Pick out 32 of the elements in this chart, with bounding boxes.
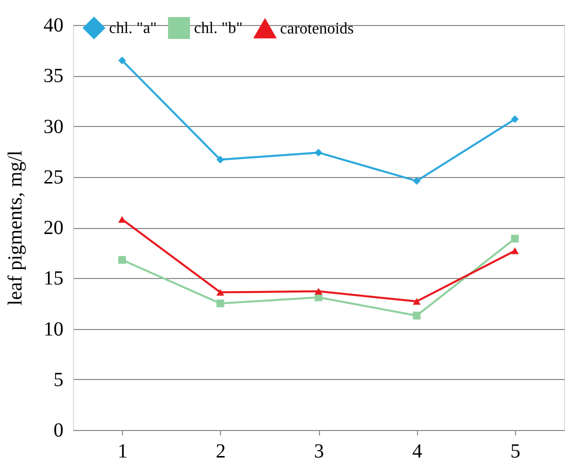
x-tick-label: 1: [118, 440, 128, 462]
y-tick-label: 35: [44, 65, 64, 88]
point: [314, 288, 322, 295]
x-tick-label: 2: [216, 440, 226, 462]
point: [412, 312, 421, 320]
y-tick-label: 40: [44, 14, 64, 36]
legend-label: carotenoids: [280, 20, 354, 38]
y-tick-label: 10: [44, 318, 64, 340]
legend-label: chl. "b": [194, 20, 243, 37]
point: [511, 115, 519, 124]
point: [118, 216, 126, 223]
y-tick-label: 20: [44, 217, 64, 239]
point: [511, 247, 519, 254]
legend-label: chl. "a": [109, 20, 157, 37]
x-tick-label: 4: [412, 440, 422, 462]
y-axis-title: leaf pigments, mg/l: [4, 150, 26, 306]
point: [118, 256, 126, 264]
y-tick-label: 0: [54, 420, 64, 442]
y-tick-label: 15: [44, 268, 64, 290]
x-tick-label: 3: [314, 440, 324, 462]
point: [216, 288, 224, 296]
point: [118, 56, 126, 64]
point: [511, 234, 519, 243]
y-tick-label: 5: [54, 368, 64, 391]
x-tick-label: 5: [510, 440, 520, 462]
point: [412, 177, 421, 185]
point: [412, 298, 421, 305]
y-tick-label: 25: [44, 166, 64, 188]
y-tick-label: 30: [44, 116, 64, 138]
point: [216, 156, 224, 164]
point: [314, 148, 322, 156]
point: [216, 300, 224, 308]
